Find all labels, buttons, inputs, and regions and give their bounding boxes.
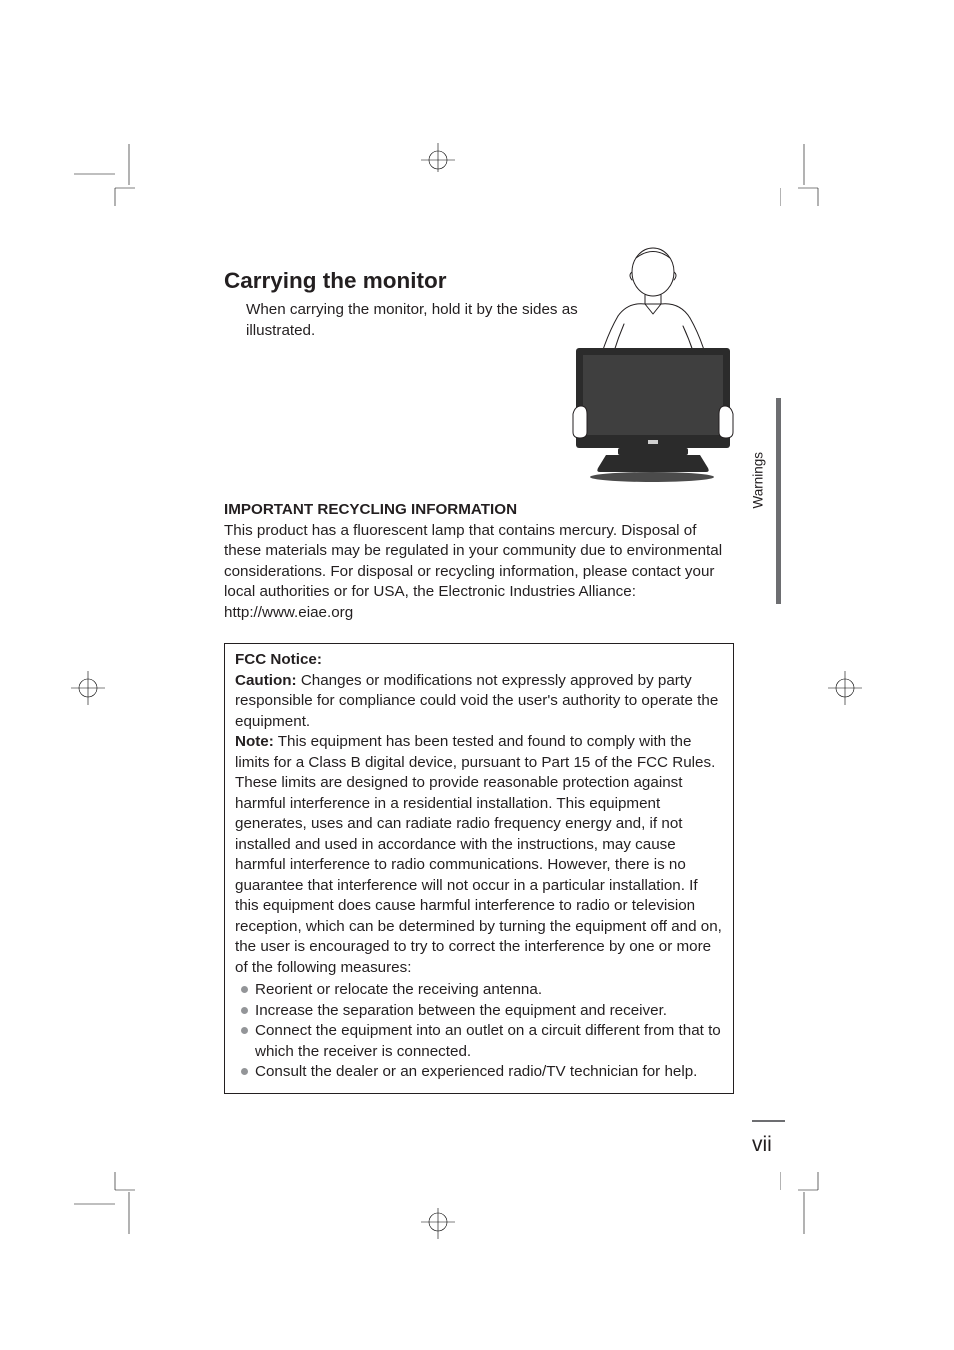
section-tab-label: Warnings xyxy=(751,452,766,509)
list-item-text: Increase the separation between the equi… xyxy=(255,1002,667,1019)
crop-mark-br xyxy=(780,1172,860,1234)
list-item: Connect the equipment into an outlet on … xyxy=(241,1021,723,1062)
fcc-heading: FCC Notice: xyxy=(235,650,723,671)
fcc-measures-list: Reorient or relocate the receiving anten… xyxy=(235,980,723,1083)
list-item: Increase the separation between the equi… xyxy=(241,1001,723,1022)
crop-mark-tl xyxy=(74,144,136,206)
registration-mark-bottom xyxy=(418,1208,458,1248)
bullet-icon xyxy=(241,1027,248,1034)
bullet-icon xyxy=(241,1007,248,1014)
bullet-icon xyxy=(241,986,248,993)
list-item-text: Reorient or relocate the receiving anten… xyxy=(255,981,542,998)
crop-mark-bl xyxy=(74,1172,136,1234)
page-number: vii xyxy=(752,1133,772,1157)
recycling-heading: IMPORTANT RECYCLING INFORMATION xyxy=(224,500,734,521)
section-tab: Warnings xyxy=(752,398,781,604)
fcc-note-body: This equipment has been tested and found… xyxy=(235,733,722,976)
crop-mark-tr xyxy=(780,144,860,206)
carrying-body: When carrying the monitor, hold it by th… xyxy=(224,300,584,341)
bullet-icon xyxy=(241,1068,248,1075)
footer-rule xyxy=(752,1120,785,1122)
fcc-note-label: Note: xyxy=(235,733,274,750)
list-item: Reorient or relocate the receiving anten… xyxy=(241,980,723,1001)
list-item-text: Connect the equipment into an outlet on … xyxy=(255,1022,721,1060)
fcc-note: Note: This equipment has been tested and… xyxy=(235,732,723,978)
section-tab-accent xyxy=(776,398,782,604)
fcc-caution-body: Changes or modifications not expressly a… xyxy=(235,672,718,730)
list-item-text: Consult the dealer or an experienced rad… xyxy=(255,1063,697,1080)
fcc-caution-label: Caution: xyxy=(235,672,297,689)
fcc-caution: Caution: Changes or modifications not ex… xyxy=(235,671,723,733)
registration-mark-top xyxy=(418,132,458,172)
recycling-body: This product has a fluorescent lamp that… xyxy=(224,521,734,624)
recycling-block: IMPORTANT RECYCLING INFORMATION This pro… xyxy=(224,500,734,623)
list-item: Consult the dealer or an experienced rad… xyxy=(241,1062,723,1083)
registration-mark-right xyxy=(825,668,865,708)
fcc-notice-box: FCC Notice: Caution: Changes or modifica… xyxy=(224,643,734,1094)
carrying-illustration xyxy=(558,242,738,492)
registration-mark-left xyxy=(68,668,108,708)
